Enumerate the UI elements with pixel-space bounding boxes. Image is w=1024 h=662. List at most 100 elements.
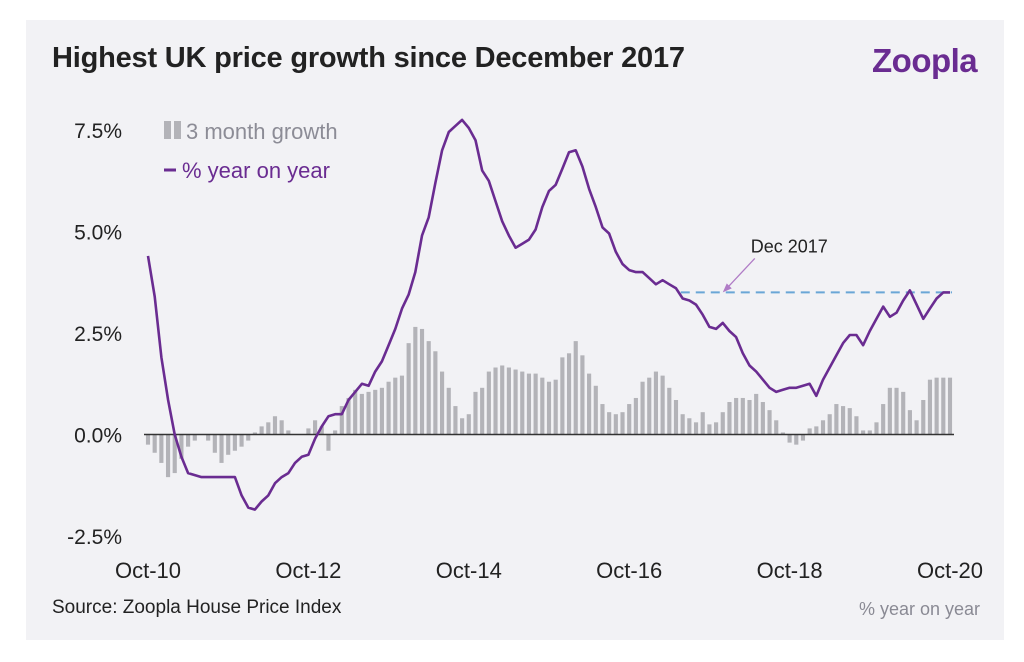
bar-3-month-growth: [867, 430, 872, 435]
bar-3-month-growth: [787, 434, 792, 443]
bar-3-month-growth: [800, 434, 806, 441]
bar-3-month-growth: [767, 410, 772, 435]
bar-3-month-growth: [807, 428, 812, 435]
chart-card: [26, 20, 1004, 640]
bar-3-month-growth: [145, 434, 151, 445]
bar-3-month-growth: [165, 434, 171, 478]
bar-3-month-growth: [633, 397, 638, 435]
bar-3-month-growth: [774, 420, 779, 435]
y-tick-label: 0.0%: [74, 425, 122, 448]
annotation-label: Dec 2017: [751, 236, 828, 256]
bar-3-month-growth: [226, 434, 231, 455]
bar-3-month-growth: [794, 434, 799, 445]
bar-3-month-growth: [546, 381, 552, 435]
bar-3-month-growth: [346, 397, 351, 435]
bar-3-month-growth: [640, 381, 645, 435]
bar-3-month-growth: [720, 412, 725, 435]
annotation-arrowhead: [722, 283, 732, 293]
bar-3-month-growth: [192, 434, 197, 441]
bar-3-month-growth: [700, 412, 705, 435]
bar-3-month-growth: [232, 434, 237, 451]
bar-3-month-growth: [480, 387, 485, 435]
bar-3-month-growth: [540, 377, 545, 435]
bar-3-month-growth: [379, 387, 384, 435]
bar-3-month-growth: [453, 406, 458, 435]
bar-3-month-growth: [947, 377, 953, 435]
bar-3-month-growth: [620, 412, 625, 435]
bar-3-month-growth: [901, 391, 906, 435]
bar-3-month-growth: [714, 422, 719, 435]
line-year-on-year: [146, 118, 950, 511]
bar-3-month-growth: [680, 414, 685, 435]
bar-3-month-growth: [881, 404, 886, 435]
bar-3-month-growth: [439, 371, 445, 435]
bar-3-month-growth: [506, 367, 511, 435]
bar-3-month-growth: [874, 422, 879, 435]
bar-3-month-growth: [272, 416, 278, 435]
bar-3-month-growth: [587, 373, 592, 435]
bar-3-month-growth: [667, 387, 672, 435]
bar-3-month-growth: [399, 375, 405, 435]
bar-3-month-growth: [693, 422, 699, 435]
bar-3-month-growth: [419, 328, 425, 435]
bar-3-month-growth: [780, 432, 785, 435]
bar-3-month-growth: [734, 397, 739, 435]
bar-3-month-growth: [927, 379, 933, 435]
y-tick-label: 2.5%: [74, 323, 122, 346]
bar-3-month-growth: [520, 371, 525, 435]
bar-3-month-growth: [426, 341, 431, 435]
bar-3-month-growth: [353, 389, 358, 435]
y-tick-label: -2.5%: [67, 526, 122, 549]
bar-3-month-growth: [219, 434, 224, 463]
bar-3-month-growth: [306, 428, 311, 435]
bar-3-month-growth: [687, 418, 692, 435]
bar-3-month-growth: [373, 389, 378, 435]
bar-3-month-growth: [814, 426, 819, 435]
bar-3-month-growth: [252, 432, 258, 435]
bar-3-month-growth: [740, 397, 745, 435]
bar-3-month-growth: [560, 357, 565, 435]
bar-3-month-growth: [413, 326, 418, 435]
bar-3-month-growth: [747, 399, 752, 435]
y-tick-label: 7.5%: [74, 120, 122, 143]
bar-3-month-growth: [179, 434, 184, 459]
zoopla-logo: Zoopla: [872, 42, 978, 79]
bar-3-month-growth: [466, 414, 471, 435]
legend-label-line: % year on year: [182, 158, 330, 183]
bar-3-month-growth: [326, 434, 331, 451]
bar-3-month-growth: [406, 343, 411, 435]
bar-3-month-growth: [533, 373, 538, 435]
bar-3-month-growth: [613, 414, 618, 435]
bar-3-month-growth: [339, 406, 344, 435]
bar-3-month-growth: [600, 404, 605, 435]
bar-3-month-growth: [486, 371, 491, 435]
bar-3-month-growth: [580, 355, 585, 435]
bar-3-month-growth: [593, 385, 598, 435]
legend-label-bars: 3 month growth: [186, 119, 338, 144]
bar-3-month-growth: [627, 404, 632, 435]
bar-3-month-growth: [840, 406, 846, 435]
chart-title: Highest UK price growth since December 2…: [52, 42, 685, 74]
bar-3-month-growth: [246, 434, 251, 441]
x-tick-label: Oct-16: [596, 558, 662, 583]
bar-3-month-growth: [526, 373, 532, 435]
bar-3-month-growth: [460, 418, 465, 435]
bar-3-month-growth: [847, 408, 852, 435]
bar-3-month-growth: [333, 430, 338, 435]
bar-3-month-growth: [206, 434, 211, 441]
x-tick-label: Oct-14: [436, 558, 502, 583]
bar-3-month-growth: [393, 377, 398, 435]
bar-3-month-growth: [907, 410, 912, 435]
bar-3-month-growth: [887, 387, 892, 435]
bar-3-month-growth: [827, 414, 832, 435]
bar-3-month-growth: [359, 393, 364, 435]
bar-3-month-growth: [607, 412, 612, 435]
bar-3-month-growth: [152, 434, 157, 453]
bar-3-month-growth: [660, 375, 665, 435]
bar-3-month-growth: [820, 420, 826, 435]
x-tick-label: Oct-10: [115, 558, 181, 583]
bar-3-month-growth: [319, 426, 324, 435]
bar-3-month-growth: [239, 434, 244, 447]
legend-bar-swatch: [164, 121, 171, 139]
bar-3-month-growth: [500, 365, 505, 435]
